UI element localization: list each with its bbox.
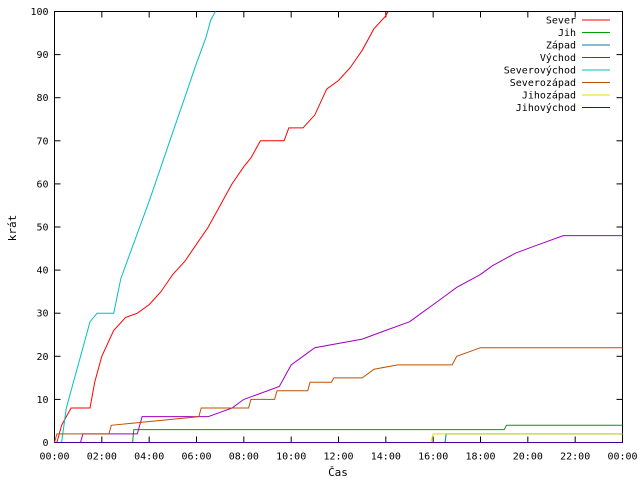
y-tick-label: 80 <box>36 93 48 104</box>
x-tick-label: 16:00 <box>418 452 448 463</box>
y-tick-label: 60 <box>36 179 48 190</box>
x-tick-label: 08:00 <box>229 452 259 463</box>
x-tick-label: 06:00 <box>181 452 211 463</box>
x-tick-label: 22:00 <box>560 452 590 463</box>
legend: SeverJihZápadVýchodSeverovýchodSeverozáp… <box>504 16 610 114</box>
x-tick-label: 14:00 <box>371 452 401 463</box>
x-tick-label: 02:00 <box>87 452 117 463</box>
y-tick-label: 20 <box>36 352 48 363</box>
y-axis-title: krát <box>6 215 19 242</box>
y-tick-label: 30 <box>36 309 48 320</box>
x-tick-label: 00:00 <box>607 452 637 463</box>
x-tick-label: 10:00 <box>276 452 306 463</box>
legend-label: Východ <box>540 52 576 64</box>
legend-label: Jihovýchod <box>516 102 576 114</box>
legend-label: Jihozápad <box>522 90 576 102</box>
x-tick-label: 18:00 <box>465 452 495 463</box>
series-line <box>54 11 216 443</box>
y-tick-label: 100 <box>30 7 48 18</box>
legend-label: Jih <box>558 28 576 39</box>
x-tick-label: 00:00 <box>39 452 69 463</box>
y-tick-label: 90 <box>36 50 48 61</box>
x-tick-label: 12:00 <box>323 452 353 463</box>
series-line <box>54 235 623 443</box>
x-axis-title: Čas <box>328 466 348 479</box>
y-tick-label: 70 <box>36 136 48 147</box>
legend-label: Severovýchod <box>504 65 576 77</box>
y-tick-label: 0 <box>42 438 48 449</box>
series-line <box>54 347 623 443</box>
axis-ticks: 0 10 20 30 40 50 60 70 80 90 100 00:00 02:00 04:00 06:… <box>30 7 637 463</box>
legend-label: Severozápad <box>510 77 576 89</box>
y-tick-label: 50 <box>36 223 48 234</box>
series-layer <box>54 11 623 443</box>
y-tick-label: 10 <box>36 395 48 406</box>
legend-label: Sever <box>546 16 576 27</box>
series-line <box>56 11 389 443</box>
legend-label: Západ <box>546 40 576 52</box>
y-tick-label: 40 <box>36 266 48 277</box>
x-tick-label: 20:00 <box>513 452 543 463</box>
x-tick-label: 04:00 <box>134 452 164 463</box>
